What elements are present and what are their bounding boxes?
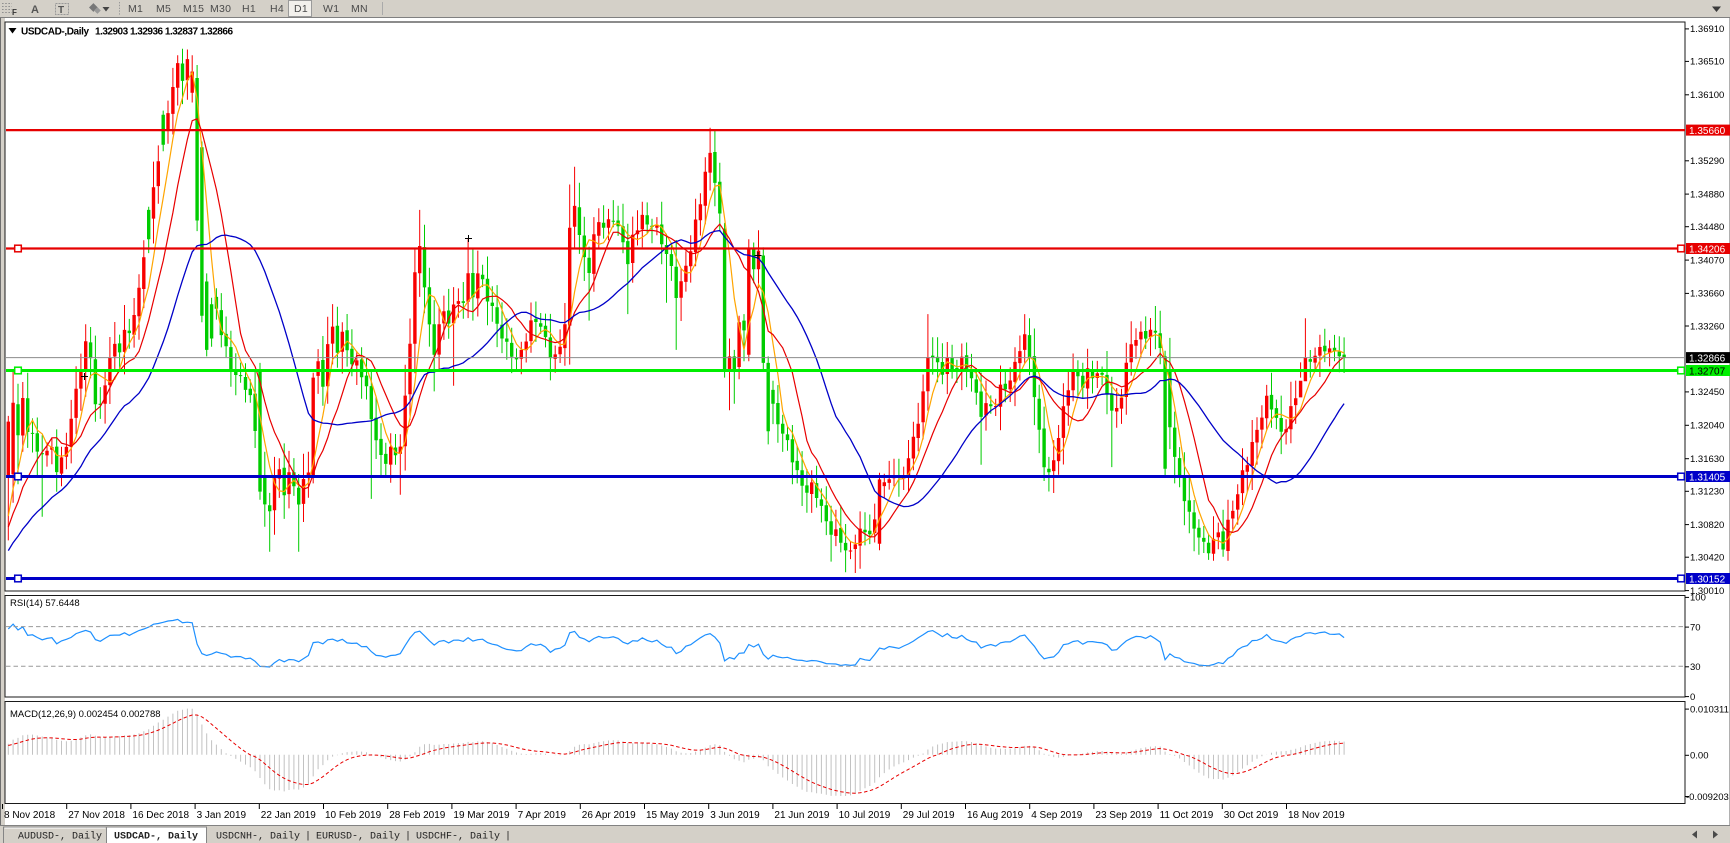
svg-text:H1: H1 — [242, 3, 256, 15]
svg-text:1.31630: 1.31630 — [1690, 454, 1724, 465]
svg-text:26 Apr 2019: 26 Apr 2019 — [582, 810, 636, 821]
svg-text:16 Aug 2019: 16 Aug 2019 — [967, 810, 1024, 821]
svg-text:|: | — [405, 831, 411, 843]
svg-text:1.31230: 1.31230 — [1690, 487, 1724, 498]
svg-text:0.010311: 0.010311 — [1690, 704, 1729, 715]
svg-text:M15: M15 — [183, 3, 204, 15]
svg-text:MN: MN — [351, 3, 368, 15]
svg-text:4 Sep 2019: 4 Sep 2019 — [1031, 810, 1083, 821]
svg-text:1.30152: 1.30152 — [1689, 575, 1726, 586]
svg-text:70: 70 — [1690, 622, 1701, 633]
svg-text:1.33660: 1.33660 — [1690, 289, 1724, 300]
svg-text:1.34070: 1.34070 — [1690, 255, 1724, 266]
svg-text:100: 100 — [1690, 593, 1706, 604]
svg-text:3 Jan 2019: 3 Jan 2019 — [197, 810, 247, 821]
svg-text:1.34480: 1.34480 — [1690, 222, 1724, 233]
svg-text:1.31405: 1.31405 — [1689, 473, 1726, 484]
svg-text:USDCAD-, Daily: USDCAD-, Daily — [114, 831, 198, 843]
svg-text:7 Apr 2019: 7 Apr 2019 — [518, 810, 567, 821]
svg-text:USDCHF-, Daily: USDCHF-, Daily — [416, 831, 500, 843]
svg-text:1.32866: 1.32866 — [1689, 354, 1726, 365]
svg-text:1.33260: 1.33260 — [1690, 321, 1724, 332]
svg-text:USDCNH-, Daily: USDCNH-, Daily — [216, 831, 300, 843]
svg-text:1.35660: 1.35660 — [1689, 126, 1726, 137]
svg-text:RSI(14) 57.6448: RSI(14) 57.6448 — [10, 598, 80, 609]
svg-text:T: T — [58, 5, 64, 16]
svg-text:MACD(12,26,9) 0.002454 0.00278: MACD(12,26,9) 0.002454 0.002788 — [10, 709, 161, 720]
svg-text:27 Nov 2018: 27 Nov 2018 — [68, 810, 125, 821]
svg-text:H4: H4 — [270, 3, 284, 15]
svg-text:AUDUSD-, Daily: AUDUSD-, Daily — [18, 831, 102, 843]
svg-text:1.36100: 1.36100 — [1690, 90, 1724, 101]
svg-text:EURUSD-, Daily: EURUSD-, Daily — [316, 831, 400, 843]
svg-text:19 Mar 2019: 19 Mar 2019 — [453, 810, 510, 821]
svg-text:1.36910: 1.36910 — [1690, 24, 1724, 35]
svg-text:1.30820: 1.30820 — [1690, 520, 1724, 531]
svg-text:18 Nov 2019: 18 Nov 2019 — [1288, 810, 1345, 821]
svg-text:1.32707: 1.32707 — [1689, 367, 1726, 378]
svg-text:1.30010: 1.30010 — [1690, 586, 1724, 597]
svg-text:30 Oct 2019: 30 Oct 2019 — [1224, 810, 1279, 821]
svg-text:1.35290: 1.35290 — [1690, 156, 1724, 167]
svg-text:10 Feb 2019: 10 Feb 2019 — [325, 810, 382, 821]
svg-text:1.34880: 1.34880 — [1690, 189, 1724, 200]
svg-text:A: A — [31, 4, 39, 16]
svg-text:16 Dec 2018: 16 Dec 2018 — [132, 810, 189, 821]
svg-text:0.00: 0.00 — [1690, 751, 1709, 762]
svg-text:8 Nov 2018: 8 Nov 2018 — [4, 810, 56, 821]
svg-text:21 Jun 2019: 21 Jun 2019 — [774, 810, 829, 821]
svg-text:1.36510: 1.36510 — [1690, 57, 1724, 68]
svg-text:23 Sep 2019: 23 Sep 2019 — [1095, 810, 1152, 821]
svg-text:3 Jun 2019: 3 Jun 2019 — [710, 810, 760, 821]
svg-text:0: 0 — [1690, 692, 1695, 703]
svg-text:11 Oct 2019: 11 Oct 2019 — [1160, 810, 1214, 821]
svg-text:W1: W1 — [323, 3, 339, 15]
svg-text:F: F — [12, 8, 17, 17]
svg-text:15 May 2019: 15 May 2019 — [646, 810, 704, 821]
svg-text:10 Jul 2019: 10 Jul 2019 — [839, 810, 891, 821]
svg-text:22 Jan 2019: 22 Jan 2019 — [261, 810, 316, 821]
svg-text:1.32450: 1.32450 — [1690, 387, 1724, 398]
svg-text:1.32040: 1.32040 — [1690, 421, 1724, 432]
svg-text:1.34206: 1.34206 — [1689, 245, 1726, 256]
svg-text:|: | — [505, 831, 511, 843]
svg-text:M1: M1 — [128, 3, 143, 15]
svg-text:28 Feb 2019: 28 Feb 2019 — [389, 810, 446, 821]
svg-text:1.32903 1.32936 1.32837 1.3286: 1.32903 1.32936 1.32837 1.32866 — [95, 27, 233, 38]
svg-text:M30: M30 — [210, 3, 231, 15]
svg-text:USDCAD-,Daily: USDCAD-,Daily — [21, 27, 89, 38]
svg-text:30: 30 — [1690, 662, 1701, 673]
svg-text:29 Jul 2019: 29 Jul 2019 — [903, 810, 955, 821]
svg-text:1.30420: 1.30420 — [1690, 553, 1724, 564]
svg-text:|: | — [305, 831, 311, 843]
svg-text:D1: D1 — [294, 3, 308, 15]
svg-text:-0.009203: -0.009203 — [1686, 792, 1729, 803]
svg-text:M5: M5 — [156, 3, 171, 15]
